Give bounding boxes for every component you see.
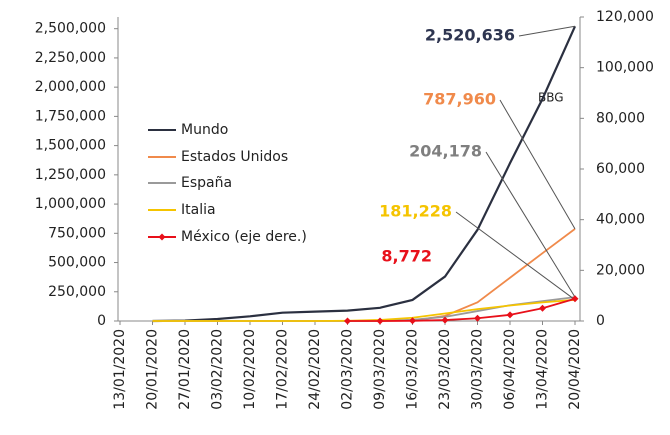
y-tick-label: 2,500,000 bbox=[35, 21, 106, 37]
legend-label: Italia bbox=[181, 202, 216, 218]
series-marker bbox=[571, 295, 579, 303]
y2-tick-label: 20,000 bbox=[596, 262, 645, 278]
leader-line bbox=[485, 151, 576, 298]
x-tick-label: 16/03/2020 bbox=[405, 329, 421, 410]
x-tick-label: 09/03/2020 bbox=[372, 329, 388, 410]
series-line bbox=[347, 297, 576, 322]
y2-tick-label: 60,000 bbox=[596, 161, 645, 177]
leader-line bbox=[455, 211, 576, 301]
y-tick-label: 0 bbox=[97, 313, 106, 329]
series-marker bbox=[409, 317, 416, 325]
legend-label: México (eje dere.) bbox=[181, 229, 307, 245]
x-tick-label: 20/01/2020 bbox=[145, 329, 161, 410]
y-tick-label: 1,000,000 bbox=[35, 196, 106, 212]
x-tick-label: 27/01/2020 bbox=[177, 329, 193, 410]
series-marker bbox=[474, 314, 481, 322]
value-label: 204,178 bbox=[409, 142, 482, 161]
y-tick-label: 1,250,000 bbox=[35, 167, 106, 183]
legend-label: Mundo bbox=[181, 122, 228, 138]
y-tick-label: 750,000 bbox=[48, 225, 106, 241]
legend-label: Estados Unidos bbox=[181, 149, 288, 165]
x-tick-label: 10/02/2020 bbox=[242, 329, 258, 410]
series-marker bbox=[344, 317, 351, 325]
x-tick-label: 30/03/2020 bbox=[470, 329, 486, 410]
y-tick-label: 250,000 bbox=[48, 284, 106, 300]
x-tick-label: 13/04/2020 bbox=[535, 329, 551, 410]
x-tick-label: 06/04/2020 bbox=[502, 329, 518, 410]
y2-tick-label: 80,000 bbox=[596, 110, 645, 126]
x-tick-label: 03/02/2020 bbox=[210, 329, 226, 410]
x-tick-label: 23/03/2020 bbox=[437, 329, 453, 410]
value-label: 787,960 bbox=[423, 90, 496, 109]
series-line bbox=[152, 25, 577, 323]
leader-line bbox=[499, 99, 576, 230]
series-marker bbox=[441, 316, 449, 324]
legend-label: España bbox=[181, 175, 232, 191]
y-tick-label: 2,250,000 bbox=[35, 50, 106, 66]
series-marker bbox=[539, 304, 546, 312]
x-tick-label: 13/01/2020 bbox=[112, 329, 128, 410]
y-tick-label: 2,000,000 bbox=[35, 79, 106, 95]
y-tick-label: 1,750,000 bbox=[35, 108, 106, 124]
series-line bbox=[152, 298, 576, 322]
y2-tick-label: 120,000 bbox=[596, 9, 654, 25]
y2-tick-label: 100,000 bbox=[596, 60, 654, 76]
y2-tick-label: 40,000 bbox=[596, 212, 645, 228]
x-tick-label: 20/04/2020 bbox=[567, 329, 583, 410]
leader-line bbox=[518, 25, 576, 37]
value-label: 8,772 bbox=[381, 247, 432, 266]
series-marker bbox=[376, 317, 384, 325]
y2-tick-label: 0 bbox=[596, 313, 605, 329]
series-marker bbox=[506, 311, 514, 319]
x-tick-label: 17/02/2020 bbox=[275, 329, 291, 410]
legend-marker bbox=[158, 233, 166, 241]
y-tick-label: 1,500,000 bbox=[35, 138, 106, 154]
value-label: 2,520,636 bbox=[425, 26, 515, 45]
x-tick-label: 02/03/2020 bbox=[340, 329, 356, 410]
y-tick-label: 500,000 bbox=[48, 255, 106, 271]
x-tick-label: 24/02/2020 bbox=[307, 329, 323, 410]
value-label: 181,228 bbox=[379, 202, 452, 221]
